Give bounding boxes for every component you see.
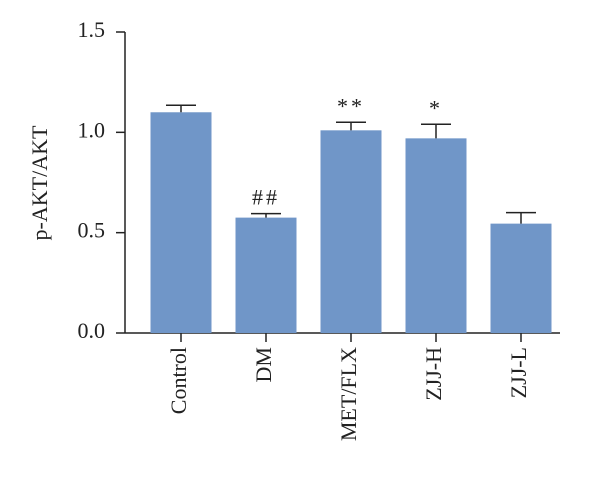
bar	[150, 112, 212, 334]
x-tick-label: DM	[251, 347, 276, 382]
x-tick-label: ZJJ-L	[506, 347, 531, 398]
significance-label: **	[337, 93, 365, 118]
y-tick-label: 0.0	[78, 318, 106, 343]
y-tick-label: 1.0	[78, 117, 106, 142]
y-tick-label: 0.5	[78, 218, 106, 243]
significance-label: ##	[252, 185, 280, 210]
x-tick-label: ZJJ-H	[421, 347, 446, 401]
bar	[405, 138, 467, 333]
significance-label: *	[429, 95, 443, 120]
y-tick-label: 1.5	[78, 17, 106, 42]
x-tick-label: MET/FLX	[336, 347, 361, 441]
y-axis-label: p-AKT/AKT	[27, 125, 52, 240]
bar	[490, 223, 552, 333]
bar	[235, 217, 297, 333]
x-tick-label: Control	[166, 347, 191, 414]
bar	[320, 130, 382, 333]
